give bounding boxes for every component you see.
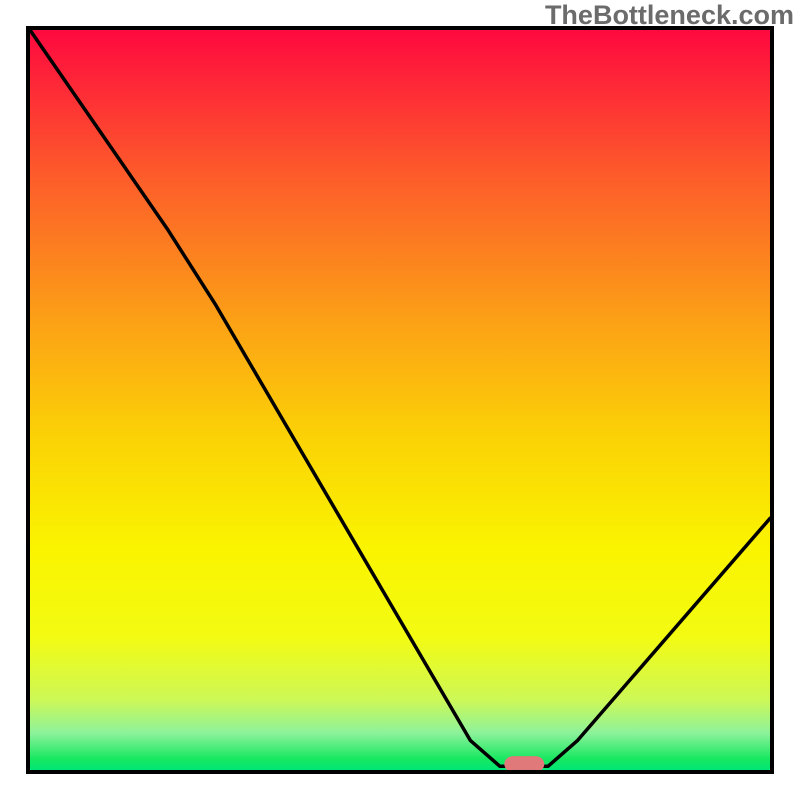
bottleneck-chart: [0, 0, 800, 800]
plot-gradient-background: [30, 30, 770, 770]
optimal-marker: [504, 756, 544, 772]
